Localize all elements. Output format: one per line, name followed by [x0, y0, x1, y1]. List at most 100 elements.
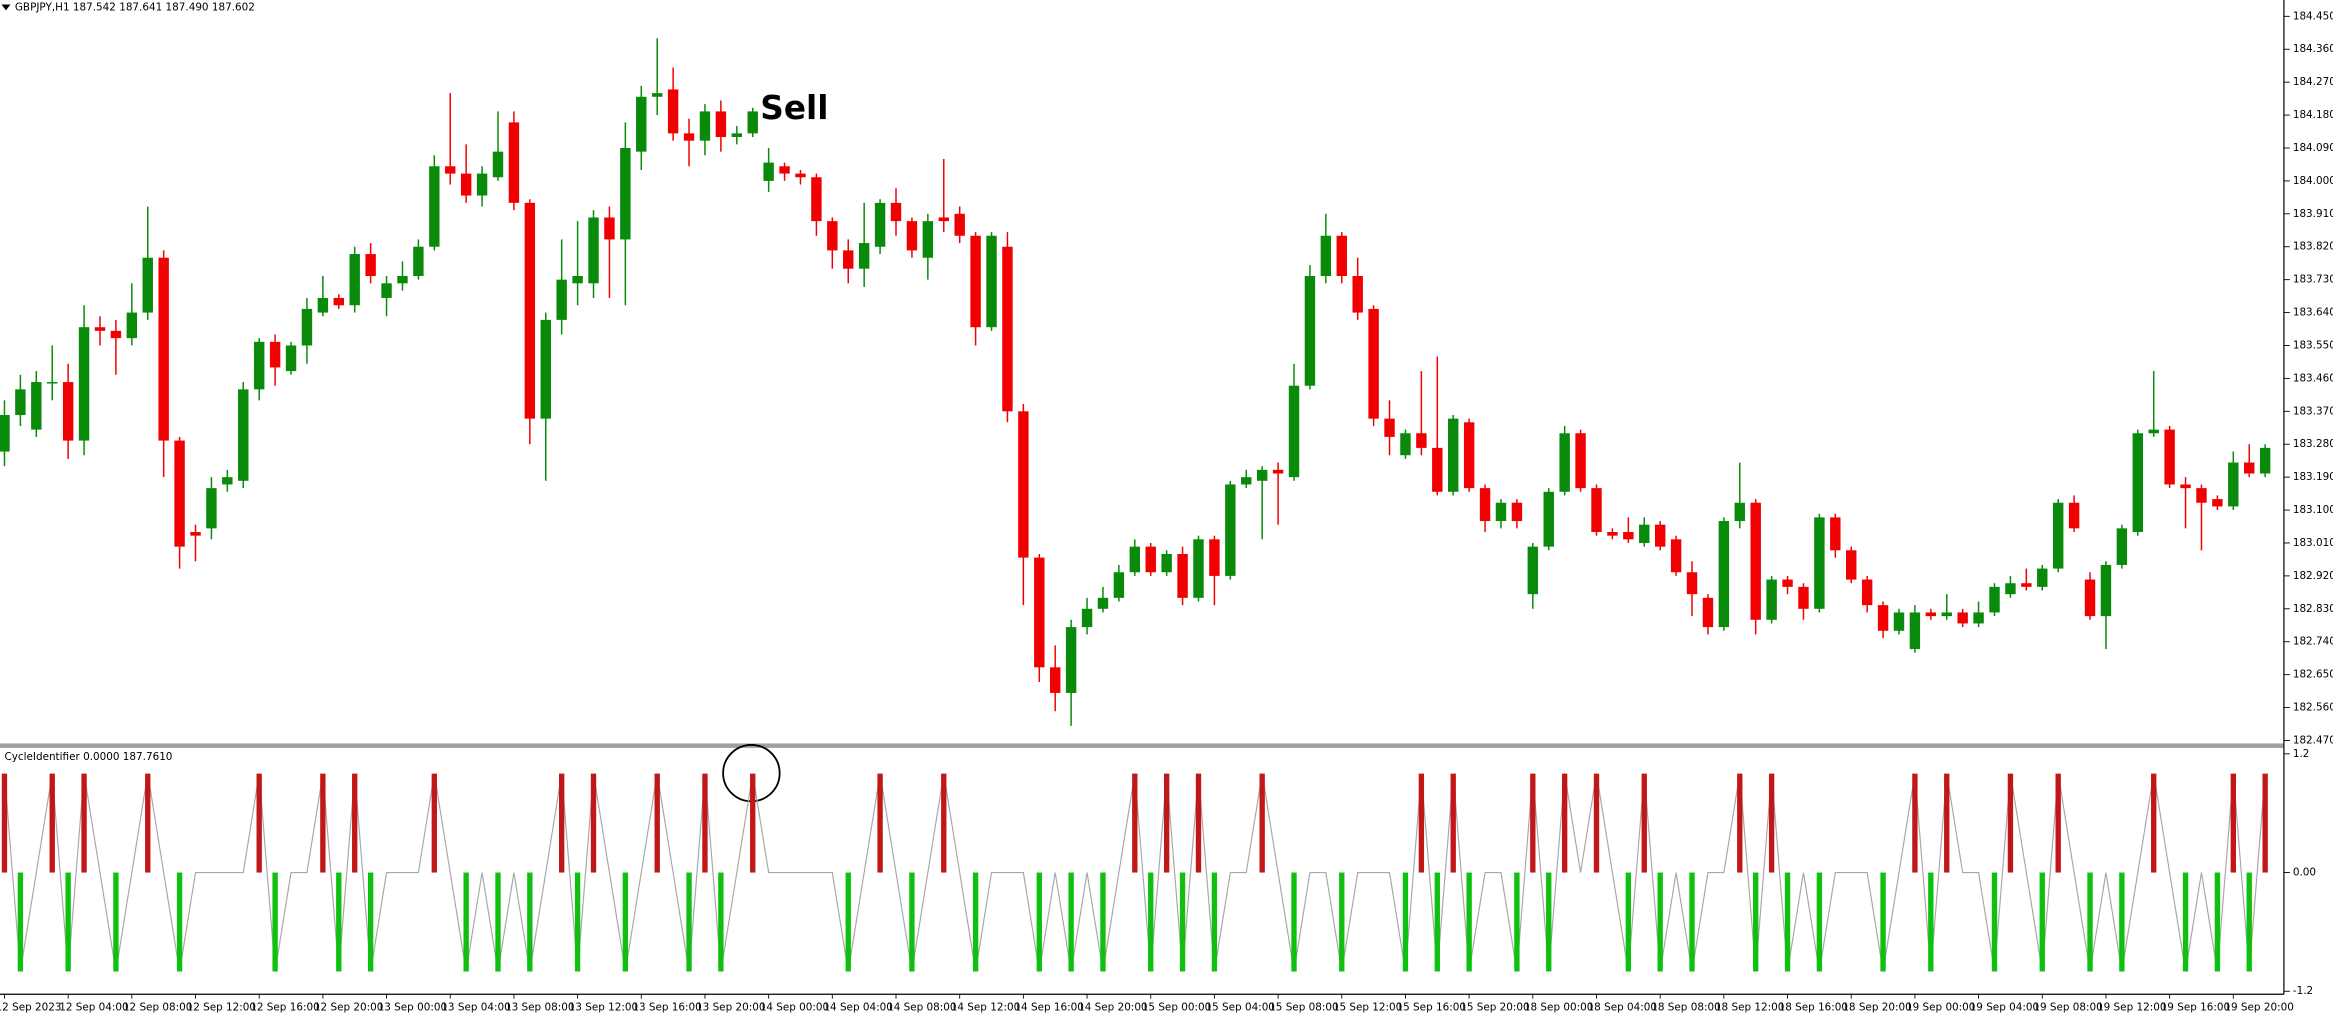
candle-body: [1416, 433, 1427, 448]
candle-body: [843, 250, 854, 269]
x-tick-label: 18 Sep 20:00: [1842, 1002, 1911, 1014]
menu-triangle[interactable]: [1, 4, 11, 11]
indicator-bar: [527, 872, 533, 972]
indicator-bar: [2214, 872, 2221, 972]
y-tick-label: 184.000: [2293, 175, 2333, 187]
indicator-bar: [1434, 872, 1440, 972]
indicator-bar: [1593, 773, 1600, 873]
candle-body: [285, 345, 297, 372]
indicator-bar: [1179, 872, 1186, 972]
candle-body: [1798, 586, 1809, 609]
candle-body: [1272, 469, 1284, 474]
x-tick-label: 12 Sep 16:00: [250, 1002, 319, 1014]
candle-body: [2037, 568, 2048, 587]
candle-body: [1241, 477, 1252, 485]
indicator-bar: [1466, 872, 1472, 972]
indicator-line: [3, 773, 2266, 972]
pane-separator[interactable]: [0, 743, 2284, 748]
indicator-bar: [1641, 773, 1647, 873]
candle-body: [779, 166, 790, 174]
x-tick-label: 15 Sep 16:00: [1397, 1002, 1466, 1014]
indicator-bar: [65, 872, 71, 972]
indicator-bar: [1991, 872, 1998, 972]
candle-body: [715, 111, 727, 138]
x-tick-label: 18 Sep 12:00: [1715, 1002, 1784, 1014]
indicator-bar: [320, 773, 326, 873]
indicator-bar: [352, 773, 358, 873]
candle-body: [78, 327, 90, 441]
indicator-bar: [81, 773, 87, 873]
indicator-bar: [1418, 773, 1425, 873]
candle-body: [731, 133, 743, 138]
x-tick-label: 15 Sep 04:00: [1205, 1002, 1274, 1014]
indicator-bar: [2230, 773, 2236, 873]
y-tick-label: 183.190: [2293, 471, 2333, 483]
indicator-bar: [1753, 872, 1759, 972]
candle-body: [2164, 429, 2175, 485]
candle-body: [1113, 572, 1125, 598]
x-tick-label: 19 Sep 12:00: [2097, 1002, 2166, 1014]
candle-body: [2021, 583, 2032, 587]
indicator-title: CycleIdentifier 0.0000 187.7610: [4, 751, 172, 763]
candle-body: [508, 122, 520, 203]
indicator-bar: [113, 872, 119, 972]
indicator-bar: [718, 872, 724, 972]
x-tick-label: 14 Sep 16:00: [1014, 1002, 1083, 1014]
candle-body: [1670, 539, 1682, 573]
candle-body: [1575, 433, 1586, 489]
indicator-bar: [1530, 773, 1536, 873]
indicator-bar: [2039, 872, 2045, 972]
x-tick-label: 19 Sep 08:00: [2033, 1002, 2102, 1014]
candle-body: [47, 382, 58, 384]
candle-body: [938, 217, 949, 222]
indicator-bar: [1768, 773, 1775, 873]
x-tick-label: 19 Sep 16:00: [2161, 1002, 2230, 1014]
indicator-bar: [1163, 773, 1170, 873]
y-tick-label: -1.2: [2293, 985, 2313, 997]
candle-body: [1782, 579, 1793, 587]
candle-body: [1925, 612, 1937, 617]
candle-body: [445, 166, 456, 174]
x-tick-label: 18 Sep 08:00: [1651, 1002, 1720, 1014]
y-tick-label: 183.460: [2293, 372, 2333, 384]
x-tick-label: 14 Sep 08:00: [887, 1002, 956, 1014]
indicator-bar: [2182, 872, 2189, 972]
indicator-bar: [1100, 872, 1106, 972]
indicator-bar: [431, 773, 437, 873]
candle-body: [2116, 528, 2128, 565]
x-tick-label: 14 Sep 20:00: [1078, 1002, 1147, 1014]
y-tick-label: 182.470: [2293, 734, 2333, 746]
x-tick-label: 14 Sep 12:00: [951, 1002, 1020, 1014]
x-tick-label: 15 Sep 20:00: [1460, 1002, 1529, 1014]
x-tick-label: 19 Sep 20:00: [2224, 1002, 2293, 1014]
candle-body: [174, 440, 185, 547]
candle-body: [365, 254, 376, 276]
candle-body: [1193, 539, 1204, 598]
candle-body: [604, 217, 615, 240]
candle-body: [1256, 469, 1268, 481]
indicator-bar: [2055, 773, 2061, 873]
candle-body: [1559, 433, 1570, 492]
candle-body: [2180, 484, 2191, 489]
x-tick-label: 12 Sep 20:00: [314, 1002, 383, 1014]
candle-body: [858, 243, 870, 269]
candle-body: [922, 221, 934, 258]
candle-body: [1145, 546, 1156, 573]
y-tick-label: 184.450: [2293, 10, 2333, 22]
candle-body: [572, 275, 583, 284]
candle-body: [1400, 433, 1411, 456]
indicator-bar: [176, 872, 183, 972]
candle-body: [1432, 447, 1443, 492]
candle-body: [2132, 433, 2143, 533]
candle-body: [381, 283, 392, 298]
candle-body: [588, 217, 599, 284]
candle-body: [126, 312, 138, 339]
candle-body: [827, 221, 838, 251]
candle-body: [1814, 517, 1825, 609]
y-tick-label: 183.010: [2293, 537, 2333, 549]
candle-body: [1018, 411, 1029, 558]
indicator-bar: [1689, 872, 1695, 972]
indicator-bar: [1546, 872, 1552, 972]
candle-body: [2052, 502, 2064, 569]
